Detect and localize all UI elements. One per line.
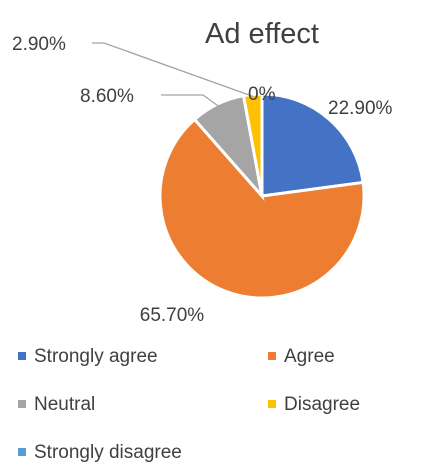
leader-lines [92, 42, 254, 107]
legend-item-disagree: Disagree [268, 394, 360, 415]
legend-label-strongly-disagree: Strongly disagree [34, 442, 182, 463]
pie-slice-disagree [241, 92, 264, 197]
legend-swatch-agree [268, 352, 276, 360]
legend-swatch-neutral [18, 400, 26, 408]
data-label-strongly-disagree: 0% [248, 84, 276, 105]
data-label-disagree: 2.90% [12, 34, 66, 55]
legend-label-agree: Agree [284, 346, 335, 367]
pie-slice-agree [158, 117, 366, 300]
data-label-strongly-agree: 22.90% [328, 98, 393, 119]
legend-label-neutral: Neutral [34, 394, 95, 415]
legend-item-agree: Agree [268, 346, 335, 367]
legend-item-strongly-disagree: Strongly disagree [18, 442, 182, 463]
pie-slice-strongly-agree [260, 92, 365, 198]
data-label-agree: 65.70% [140, 305, 205, 326]
leader-line-disagree [92, 42, 254, 98]
legend: Strongly agree Agree Neutral Disagree Strong… [18, 346, 360, 463]
leader-line-neutral [161, 94, 219, 107]
legend-label-disagree: Disagree [284, 394, 360, 415]
pie-slices [158, 92, 366, 300]
data-label-neutral: 8.60% [80, 86, 134, 107]
legend-swatch-disagree [268, 400, 276, 408]
legend-swatch-strongly-disagree [18, 448, 26, 456]
chart-title: Ad effect [205, 18, 319, 50]
legend-item-strongly-agree: Strongly agree [18, 346, 158, 367]
legend-label-strongly-agree: Strongly agree [34, 346, 158, 367]
legend-swatch-strongly-agree [18, 352, 26, 360]
legend-item-neutral: Neutral [18, 394, 95, 415]
data-labels: 22.90% 65.70% 8.60% 2.90% 0% [12, 34, 393, 326]
